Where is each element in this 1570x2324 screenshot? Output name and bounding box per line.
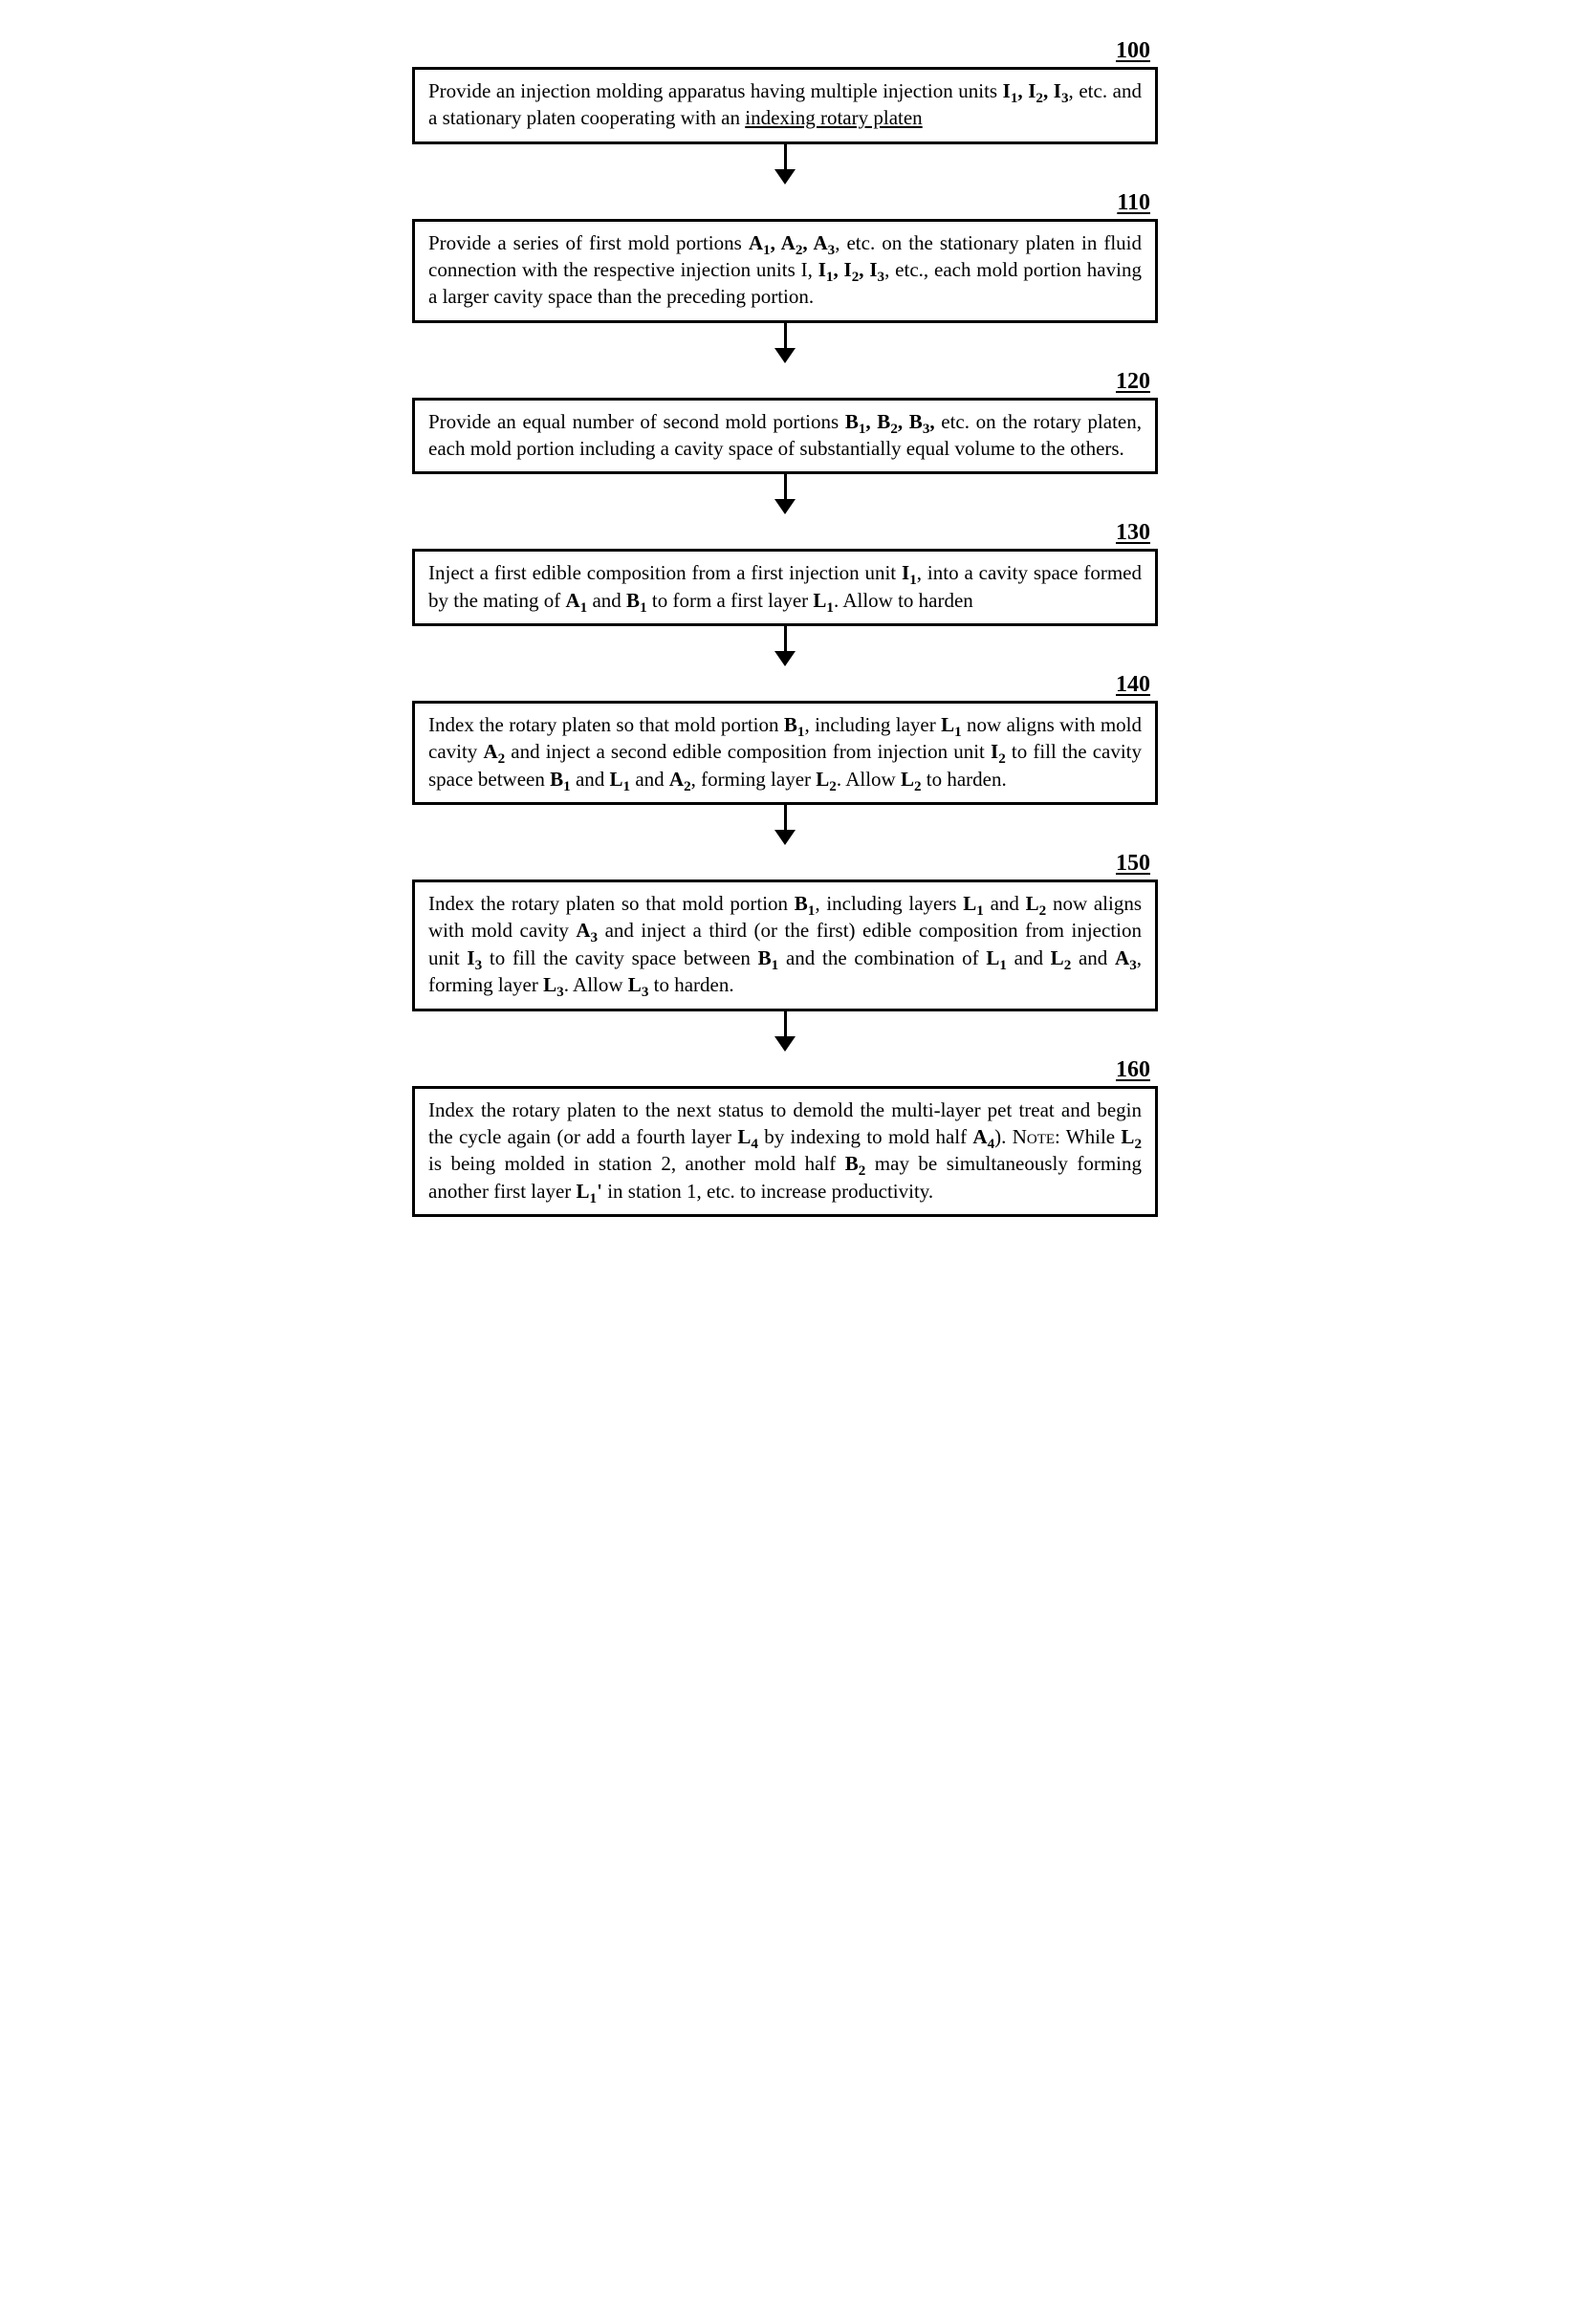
- step-box: Index the rotary platen to the next stat…: [412, 1086, 1158, 1217]
- arrow-down-icon: [774, 805, 796, 845]
- step-120: 120 Provide an equal number of second mo…: [412, 398, 1158, 475]
- arrow-down-icon: [774, 144, 796, 185]
- step-label: 160: [1116, 1057, 1150, 1083]
- step-label: 140: [1116, 672, 1150, 698]
- flowchart-container: 100 Provide an injection molding apparat…: [412, 38, 1158, 1217]
- arrow-down-icon: [774, 474, 796, 514]
- step-box: Provide a series of first mold portions …: [412, 219, 1158, 323]
- step-label: 100: [1116, 38, 1150, 64]
- step-label: 150: [1116, 851, 1150, 877]
- step-110: 110 Provide a series of first mold porti…: [412, 219, 1158, 323]
- arrow-down-icon: [774, 323, 796, 363]
- step-label: 120: [1116, 369, 1150, 395]
- step-160: 160 Index the rotary platen to the next …: [412, 1086, 1158, 1217]
- step-box: Provide an equal number of second mold p…: [412, 398, 1158, 475]
- arrow-down-icon: [774, 1011, 796, 1052]
- step-130: 130 Inject a first edible composition fr…: [412, 549, 1158, 626]
- step-box: Index the rotary platen so that mold por…: [412, 880, 1158, 1010]
- step-140: 140 Index the rotary platen so that mold…: [412, 701, 1158, 805]
- step-box: Inject a first edible composition from a…: [412, 549, 1158, 626]
- step-100: 100 Provide an injection molding apparat…: [412, 67, 1158, 144]
- step-box: Provide an injection molding apparatus h…: [412, 67, 1158, 144]
- step-box: Index the rotary platen so that mold por…: [412, 701, 1158, 805]
- step-label: 110: [1117, 190, 1150, 216]
- step-150: 150 Index the rotary platen so that mold…: [412, 880, 1158, 1010]
- arrow-down-icon: [774, 626, 796, 666]
- step-label: 130: [1116, 520, 1150, 546]
